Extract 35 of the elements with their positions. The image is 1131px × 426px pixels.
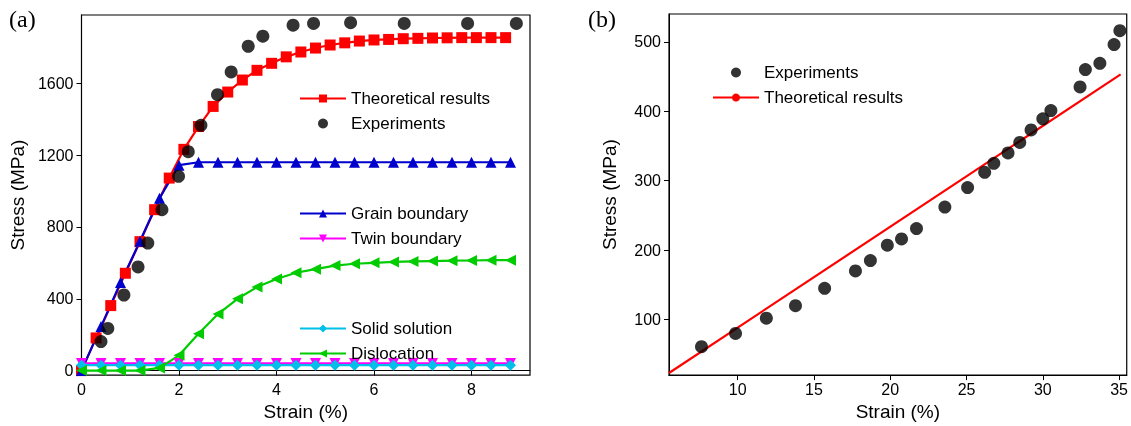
x-axis-title: Strain (%) <box>855 401 941 422</box>
y-tick-label: 400 <box>634 102 662 120</box>
legend-label: Experiments <box>351 114 446 133</box>
y-axis-title: Stress (MPa) <box>599 139 620 250</box>
legend-label: Dislocation <box>351 344 435 363</box>
x-tick-label: 25 <box>957 380 976 398</box>
y-tick-label: 400 <box>46 290 74 308</box>
y-tick-label: 0 <box>64 362 74 380</box>
x-tick-label: 10 <box>728 380 747 398</box>
y-tick-label: 100 <box>634 311 662 329</box>
x-tick-label: 6 <box>369 380 379 398</box>
y-tick-label: 500 <box>634 33 662 51</box>
x-tick-label: 20 <box>881 380 900 398</box>
x-tick-label: 4 <box>272 380 282 398</box>
legend-label: Grain boundary <box>351 204 469 223</box>
y-axis-title: Stress (MPa) <box>7 139 28 251</box>
y-tick-label: 800 <box>46 218 74 236</box>
legend-label: Theoretical results <box>351 89 490 108</box>
y-tick-label: 300 <box>634 172 662 190</box>
x-tick-label: 0 <box>77 380 87 398</box>
x-tick-label: 2 <box>174 380 184 398</box>
chart-title: (b) <box>588 6 616 32</box>
y-tick-label: 1600 <box>37 74 74 92</box>
y-tick-label: 200 <box>634 241 662 259</box>
legend-label: Experiments <box>764 63 859 82</box>
x-tick-label: 15 <box>805 380 823 398</box>
legend-label: Twin boundary <box>351 229 463 248</box>
legend-label: Solid solution <box>351 319 453 338</box>
x-tick-label: 35 <box>1110 380 1129 398</box>
x-axis-title: Strain (%) <box>263 401 348 422</box>
legend-label: Theoretical results <box>764 88 903 107</box>
chart-title: (a) <box>9 6 36 32</box>
y-tick-label: 1200 <box>37 146 74 164</box>
x-tick-label: 30 <box>1033 380 1052 398</box>
x-tick-label: 8 <box>467 380 477 398</box>
